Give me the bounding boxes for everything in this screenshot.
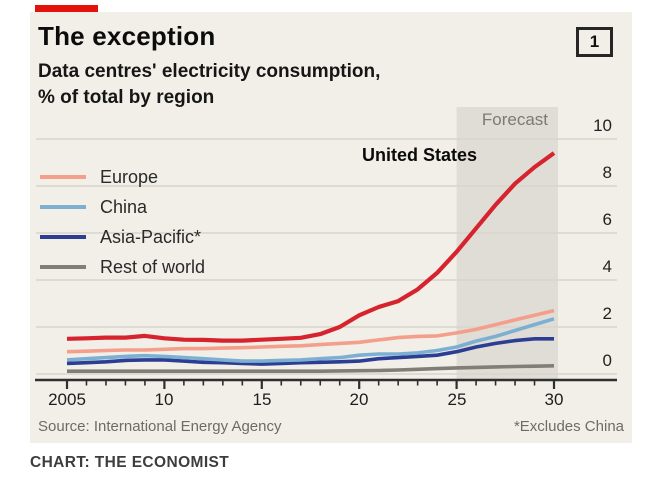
y-axis-tick-8: 8 [602,163,612,182]
legend-item-asia-pacific: Asia-Pacific* [40,222,205,252]
y-axis-tick-0: 0 [602,351,612,370]
y-axis-tick-4: 4 [602,257,612,276]
forecast-band-label: Forecast [481,110,548,129]
legend-swatch-asia-pacific [40,235,86,239]
panel-number: 1 [589,32,600,51]
legend-label-china: China [100,196,148,217]
legend-item-rest-of-world: Rest of world [40,252,205,282]
x-axis-tick-2020: 20 [349,390,369,409]
source-text: Source: International Energy Agency [38,418,282,435]
legend-swatch-europe [40,175,86,179]
x-axis-tick-2025: 25 [447,390,467,409]
legend-item-europe: Europe [40,162,205,192]
chart-subtitle: Data centres' electricity consumption, %… [38,59,380,111]
y-axis-tick-2: 2 [602,304,612,323]
subtitle-line-1: Data centres' electricity consumption, [38,61,381,82]
economist-red-tab [35,5,98,14]
legend-item-china: China [40,192,205,222]
legend-label-rest-of-world: Rest of world [100,256,206,277]
x-axis-tick-2015: 15 [252,390,272,409]
legend: Europe China Asia-Pacific* Rest of world [40,162,205,282]
x-axis-tick-2010: 10 [154,390,174,409]
chart-title: The exception [38,21,216,51]
legend-label-asia-pacific: Asia-Pacific* [100,226,202,247]
legend-swatch-rest-of-world [40,265,86,269]
legend-swatch-china [40,205,86,209]
credit-line: CHART: THE ECONOMIST [30,454,230,471]
x-axis-tick-2030: 30 [544,390,564,409]
footnote-text: *Excludes China [513,418,624,435]
x-axis-tick-2005: 2005 [48,390,86,409]
panel-number-badge: 1 [576,27,613,57]
series-annotation-united-states: United States [362,145,478,165]
source-row: Source: International Energy Agency *Exc… [38,418,624,435]
legend-label-europe: Europe [100,166,159,187]
y-axis-tick-6: 6 [602,210,612,229]
subtitle-line-2: % of total by region [38,87,215,108]
y-axis-tick-10: 10 [593,116,612,135]
